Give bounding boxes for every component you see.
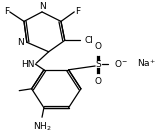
- Text: NH$_2$: NH$_2$: [33, 120, 51, 133]
- Text: HN: HN: [21, 60, 34, 69]
- Text: S: S: [95, 60, 101, 69]
- Text: O: O: [95, 77, 101, 86]
- Text: F: F: [4, 7, 9, 16]
- Text: N: N: [17, 38, 24, 47]
- Text: O: O: [95, 42, 101, 51]
- Text: O$^{-}$: O$^{-}$: [114, 58, 128, 69]
- Text: Cl: Cl: [85, 36, 94, 45]
- Text: Na$^{+}$: Na$^{+}$: [137, 57, 156, 69]
- Text: N: N: [39, 2, 45, 11]
- Text: F: F: [75, 7, 80, 16]
